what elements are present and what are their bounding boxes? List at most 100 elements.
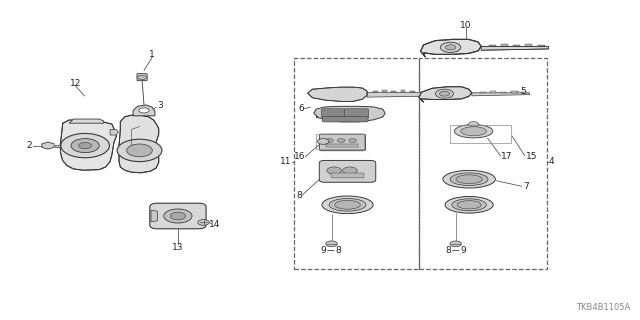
Text: 2: 2 — [27, 141, 32, 150]
Bar — [419, 58, 547, 269]
FancyBboxPatch shape — [137, 74, 147, 81]
Circle shape — [468, 122, 479, 127]
Polygon shape — [308, 87, 367, 101]
Circle shape — [326, 139, 333, 142]
Polygon shape — [151, 210, 157, 222]
Ellipse shape — [454, 124, 493, 138]
Text: 11: 11 — [280, 157, 291, 166]
Circle shape — [440, 91, 449, 96]
Circle shape — [337, 139, 345, 142]
Ellipse shape — [445, 196, 493, 213]
Circle shape — [79, 142, 92, 149]
Circle shape — [445, 45, 456, 50]
Circle shape — [138, 75, 147, 80]
Polygon shape — [521, 92, 527, 93]
Ellipse shape — [335, 200, 360, 209]
Polygon shape — [410, 91, 415, 92]
FancyBboxPatch shape — [331, 173, 364, 178]
Text: 15: 15 — [526, 152, 538, 161]
Text: 1: 1 — [150, 50, 155, 59]
Polygon shape — [501, 44, 508, 46]
Polygon shape — [401, 90, 405, 92]
FancyBboxPatch shape — [345, 109, 369, 118]
Text: 13: 13 — [172, 243, 184, 252]
Text: 3: 3 — [157, 101, 163, 110]
Polygon shape — [513, 45, 520, 46]
Polygon shape — [500, 92, 506, 93]
Circle shape — [349, 139, 356, 142]
Circle shape — [139, 108, 149, 113]
FancyBboxPatch shape — [319, 134, 365, 151]
Circle shape — [342, 167, 357, 174]
FancyBboxPatch shape — [319, 160, 376, 182]
Text: TKB4B1105A: TKB4B1105A — [576, 303, 630, 312]
Polygon shape — [110, 130, 118, 135]
Polygon shape — [133, 105, 155, 116]
Circle shape — [317, 139, 329, 144]
Polygon shape — [490, 91, 496, 93]
Text: 18: 18 — [332, 137, 343, 146]
Text: 6: 6 — [298, 104, 303, 113]
Ellipse shape — [452, 199, 486, 211]
Polygon shape — [373, 91, 378, 92]
Polygon shape — [382, 90, 387, 92]
Circle shape — [170, 212, 186, 220]
Circle shape — [326, 241, 337, 247]
Polygon shape — [419, 87, 472, 102]
Circle shape — [450, 241, 461, 247]
Ellipse shape — [443, 170, 495, 188]
Text: 14: 14 — [209, 220, 221, 229]
Polygon shape — [326, 144, 358, 147]
Text: 16: 16 — [294, 152, 305, 161]
Circle shape — [435, 89, 454, 98]
Text: 7: 7 — [524, 182, 529, 191]
Circle shape — [61, 133, 109, 158]
Circle shape — [198, 220, 209, 225]
Polygon shape — [472, 93, 529, 96]
Text: 17: 17 — [500, 152, 512, 161]
Polygon shape — [55, 145, 60, 147]
Circle shape — [164, 209, 192, 223]
Text: 12: 12 — [70, 79, 81, 88]
Polygon shape — [525, 44, 532, 46]
Polygon shape — [69, 119, 104, 123]
Ellipse shape — [461, 127, 486, 136]
Bar — [450, 125, 511, 143]
Ellipse shape — [329, 198, 366, 211]
Text: 9: 9 — [321, 246, 326, 255]
Polygon shape — [119, 115, 159, 173]
Polygon shape — [481, 46, 548, 50]
Polygon shape — [42, 142, 54, 149]
Ellipse shape — [450, 173, 488, 186]
Circle shape — [71, 139, 99, 153]
Text: 4: 4 — [549, 157, 554, 166]
Text: 9: 9 — [461, 246, 466, 255]
Polygon shape — [60, 120, 116, 170]
Polygon shape — [367, 92, 422, 97]
Text: 8: 8 — [445, 246, 451, 255]
Polygon shape — [392, 91, 396, 92]
Polygon shape — [480, 92, 486, 93]
Bar — [294, 58, 419, 269]
Polygon shape — [538, 45, 545, 46]
Polygon shape — [420, 39, 481, 57]
Text: 8: 8 — [297, 191, 302, 200]
Circle shape — [117, 139, 162, 162]
Circle shape — [127, 144, 152, 157]
Text: —: — — [327, 246, 335, 255]
Polygon shape — [489, 45, 496, 46]
FancyBboxPatch shape — [323, 116, 368, 122]
Ellipse shape — [456, 175, 483, 184]
FancyBboxPatch shape — [322, 109, 346, 118]
Circle shape — [327, 167, 342, 174]
Ellipse shape — [457, 201, 481, 209]
Text: —: — — [452, 246, 460, 255]
Polygon shape — [314, 106, 385, 122]
FancyBboxPatch shape — [150, 203, 206, 229]
Circle shape — [440, 42, 461, 52]
Text: 8: 8 — [336, 246, 341, 255]
Polygon shape — [511, 91, 517, 93]
Text: 10: 10 — [460, 21, 472, 30]
Text: 5: 5 — [520, 87, 526, 96]
Ellipse shape — [322, 196, 373, 214]
